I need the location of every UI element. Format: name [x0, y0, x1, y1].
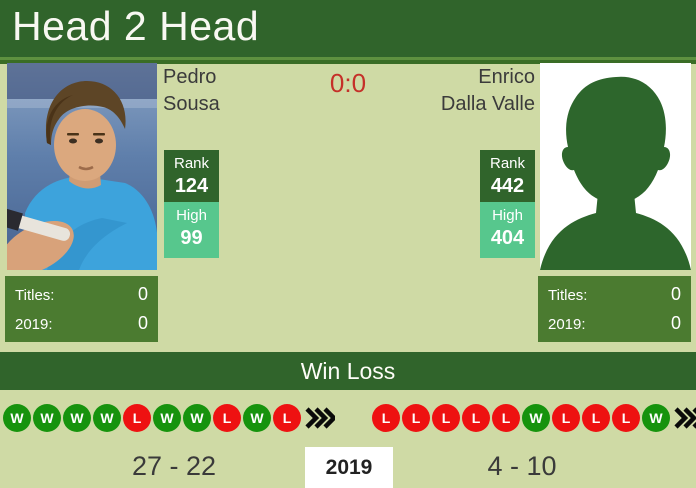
high-value: 404: [490, 227, 525, 249]
player-left-stats-panel: Titles: 0 2019: 0: [5, 276, 158, 342]
titles-value: 0: [670, 284, 681, 304]
player-right-high-box: High 404: [480, 202, 535, 258]
player-right-rank-box: Rank 442: [480, 150, 535, 202]
win-loss-header: Win Loss: [0, 352, 696, 390]
rank-value: 442: [490, 175, 525, 197]
result-circle-loss: L: [432, 404, 460, 432]
result-circle-loss: L: [462, 404, 490, 432]
rank-label: Rank: [489, 155, 526, 172]
page-title: Head 2 Head: [12, 3, 260, 49]
rank-value: 124: [174, 175, 209, 197]
titles-label: Titles:: [548, 287, 588, 304]
player-left-rank-box: Rank 124: [164, 150, 219, 202]
result-circle-win: W: [642, 404, 670, 432]
high-value: 99: [180, 227, 203, 249]
h2h-score: 0:0: [329, 68, 367, 98]
year-value: 0: [670, 313, 681, 333]
year-label: 2019:: [15, 316, 53, 333]
result-circle-win: W: [183, 404, 211, 432]
titles-label: Titles:: [15, 287, 55, 304]
result-circle-loss: L: [582, 404, 610, 432]
year-value: 0: [137, 313, 148, 333]
titles-row: Titles: 0: [15, 284, 148, 305]
high-label: High: [492, 207, 523, 224]
year-badge[interactable]: 2019: [305, 447, 393, 488]
result-circle-win: W: [522, 404, 550, 432]
result-circle-win: W: [33, 404, 61, 432]
player-left-high-box: High 99: [164, 202, 219, 258]
titles-row: Titles: 0: [548, 284, 681, 305]
rank-label: Rank: [173, 155, 210, 172]
header-accent-line-light: [0, 57, 696, 60]
record-left: 27 - 22: [131, 451, 217, 481]
player-silhouette-icon: [540, 63, 691, 270]
titles-value: 0: [137, 284, 148, 304]
more-results-right-icon[interactable]: [674, 407, 696, 429]
result-circle-loss: L: [213, 404, 241, 432]
player-right-stats-panel: Titles: 0 2019: 0: [538, 276, 691, 342]
result-circle-win: W: [93, 404, 121, 432]
result-circle-loss: L: [372, 404, 400, 432]
player-right-name[interactable]: Enrico Dalla Valle: [440, 66, 535, 115]
player-left-photo-art: [7, 63, 157, 270]
high-label: High: [176, 207, 207, 224]
result-circle-loss: L: [123, 404, 151, 432]
header-accent-line-dark: [0, 60, 696, 64]
year-row: 2019: 0: [548, 313, 681, 334]
result-circle-loss: L: [402, 404, 430, 432]
result-circle-win: W: [63, 404, 91, 432]
result-circle-win: W: [243, 404, 271, 432]
player-left-name[interactable]: Pedro Sousa: [163, 66, 220, 115]
year-label: 2019:: [548, 316, 586, 333]
record-right: 4 - 10: [487, 451, 557, 481]
result-circle-win: W: [3, 404, 31, 432]
more-results-left-icon[interactable]: [305, 407, 335, 429]
result-circle-loss: L: [612, 404, 640, 432]
player-left-photo[interactable]: [7, 63, 157, 270]
year-row: 2019: 0: [15, 313, 148, 334]
player-right-photo[interactable]: [540, 63, 691, 270]
page-header: Head 2 Head: [0, 0, 696, 57]
result-circle-loss: L: [492, 404, 520, 432]
result-circle-loss: L: [552, 404, 580, 432]
result-circle-loss: L: [273, 404, 301, 432]
result-circle-win: W: [153, 404, 181, 432]
